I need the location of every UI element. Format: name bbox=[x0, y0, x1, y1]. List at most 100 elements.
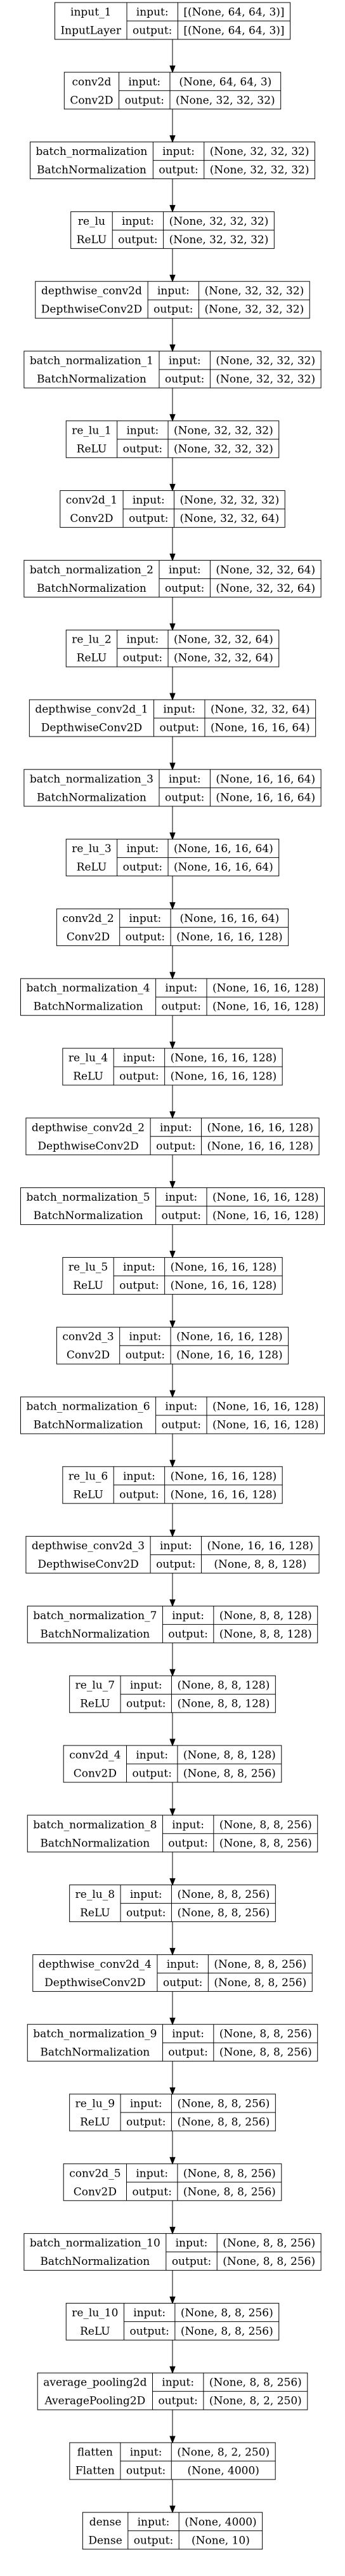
layer-node[interactable]: conv2d_4 Conv2D input: output: (None, 8, 8, … bbox=[63, 1745, 282, 1783]
output-shape: (None, 10) bbox=[192, 2534, 250, 2547]
input-label: input: bbox=[169, 355, 201, 368]
layer-name: batch_normalization_9 bbox=[33, 2028, 157, 2041]
layer-node[interactable]: conv2d_1 Conv2D input: output: (None, 32, 32… bbox=[60, 490, 285, 528]
output-label: output: bbox=[134, 2534, 173, 2547]
layer-class: Dense bbox=[88, 2534, 122, 2547]
layer-node[interactable]: re_lu_10 ReLU input: output: (None, 8, 8, 25… bbox=[65, 2302, 280, 2340]
arrow-head bbox=[169, 1530, 176, 1537]
layer-node[interactable]: re_lu_2 ReLU input: output: (None, 32, 32, 6… bbox=[65, 629, 280, 667]
edge-arrow bbox=[169, 1573, 176, 1607]
layer-node[interactable]: re_lu_8 ReLU input: output: (None, 8, 8, 256… bbox=[69, 1885, 276, 1923]
output-label: output: bbox=[133, 25, 172, 37]
layer-node[interactable]: re_lu_6 ReLU input: output: (None, 16, 16, 1… bbox=[62, 1466, 283, 1504]
output-shape: (None, 16, 16, 64) bbox=[216, 791, 315, 804]
output-label: output: bbox=[156, 1140, 195, 1152]
layer-node[interactable]: flatten Flatten input: output: (None, 8, 2, … bbox=[69, 2442, 276, 2480]
output-label: output: bbox=[168, 1628, 207, 1641]
input-shape: (None, 8, 8, 256) bbox=[219, 2028, 312, 2041]
arrow-head bbox=[169, 2436, 176, 2444]
arrow-head bbox=[169, 2506, 176, 2514]
output-label: output: bbox=[168, 1837, 207, 1850]
layer-node[interactable]: batch_normalization_3 BatchNormalization i… bbox=[23, 769, 322, 807]
layer-node[interactable]: conv2d Conv2D input: output: (None, 64, 64, … bbox=[63, 72, 282, 110]
layer-node[interactable]: re_lu_1 ReLU input: output: (None, 32, 32, 3… bbox=[65, 420, 280, 458]
input-label: input: bbox=[165, 1401, 197, 1413]
layer-name: re_lu_8 bbox=[75, 1888, 115, 1901]
input-label: input: bbox=[160, 1540, 192, 1552]
edge-arrow bbox=[169, 2131, 176, 2165]
output-shape: (None, 32, 32, 64) bbox=[174, 652, 273, 665]
layer-node[interactable]: average_pooling2d AveragePooling2D input: o… bbox=[37, 2372, 308, 2410]
arrow-head bbox=[169, 553, 176, 561]
output-label: output: bbox=[123, 861, 162, 874]
layer-node[interactable]: re_lu ReLU input: output: (None, 32, 32, 32)… bbox=[70, 211, 275, 249]
layer-class: ReLU bbox=[77, 861, 107, 874]
layer-class: BatchNormalization bbox=[37, 582, 146, 595]
output-shape: (None, 8, 8, 128) bbox=[177, 1698, 270, 1711]
arrow-head bbox=[169, 2087, 176, 2095]
layer-node[interactable]: input_1 InputLayer input: output: [(None, 64… bbox=[54, 2, 291, 40]
layer-name: re_lu_4 bbox=[68, 1052, 108, 1065]
layer-class: Conv2D bbox=[74, 1768, 117, 1780]
layer-class: Conv2D bbox=[67, 931, 110, 944]
layer-node[interactable]: batch_normalization_9 BatchNormalization i… bbox=[27, 2024, 318, 2062]
layer-class: BatchNormalization bbox=[40, 1837, 150, 1850]
output-shape: (None, 16, 16, 128) bbox=[176, 931, 283, 944]
input-shape: (None, 32, 32, 32) bbox=[216, 355, 315, 368]
layer-node[interactable]: depthwise_conv2d_1 DepthwiseConv2D input: o… bbox=[29, 699, 316, 737]
layer-node[interactable]: conv2d_3 Conv2D input: output: (None, 16, 16… bbox=[56, 1326, 289, 1365]
input-shape: (None, 32, 32, 32) bbox=[169, 215, 269, 228]
layer-node[interactable]: re_lu_7 ReLU input: output: (None, 8, 8, 128… bbox=[69, 1675, 276, 1713]
layer-node[interactable]: depthwise_conv2d_2 DepthwiseConv2D input: o… bbox=[25, 1118, 320, 1156]
layer-node[interactable]: batch_normalization_1 BatchNormalization i… bbox=[23, 350, 322, 389]
input-label: input: bbox=[176, 2237, 208, 2250]
layer-node[interactable]: conv2d_2 Conv2D input: output: (None, 16, 16… bbox=[56, 908, 289, 946]
input-shape: (None, 16, 16, 128) bbox=[212, 1401, 319, 1413]
edge-arrow bbox=[169, 2340, 176, 2374]
layer-node[interactable]: batch_normalization_10 BatchNormalization… bbox=[23, 2233, 322, 2271]
output-label: output: bbox=[126, 2116, 166, 2129]
output-label: output: bbox=[159, 164, 198, 177]
output-shape: (None, 16, 16, 128) bbox=[171, 1279, 277, 1292]
layer-node[interactable]: batch_normalization_7 BatchNormalization i… bbox=[27, 1605, 318, 1643]
layer-node[interactable]: batch_normalization_8 BatchNormalization i… bbox=[27, 1815, 318, 1853]
layer-node[interactable]: re_lu_3 ReLU input: output: (None, 16, 16, 6… bbox=[65, 839, 280, 877]
layer-node[interactable]: re_lu_9 ReLU input: output: (None, 8, 8, 256… bbox=[69, 2093, 276, 2132]
input-shape: (None, 16, 16, 64) bbox=[180, 912, 280, 925]
layer-node[interactable]: batch_normalization BatchNormalization inp… bbox=[30, 142, 315, 180]
layer-node[interactable]: depthwise_conv2d_3 DepthwiseConv2D input: o… bbox=[25, 1536, 320, 1574]
output-shape: (None, 8, 8, 256) bbox=[223, 2255, 315, 2268]
arrow-head bbox=[169, 1041, 176, 1050]
layer-node[interactable]: batch_normalization_2 BatchNormalization i… bbox=[23, 559, 322, 597]
layer-node[interactable]: dense Dense input: output: (None, 4000) (None… bbox=[82, 2512, 263, 2550]
arrow-head bbox=[169, 1599, 176, 1607]
input-label: input: bbox=[136, 1749, 168, 1762]
layer-node[interactable]: batch_normalization_4 BatchNormalization i… bbox=[20, 978, 325, 1016]
input-label: input: bbox=[167, 1958, 199, 1971]
layer-node[interactable]: batch_normalization_5 BatchNormalization i… bbox=[20, 1187, 325, 1225]
edge-arrow bbox=[169, 1643, 176, 1677]
output-label: output: bbox=[126, 931, 165, 944]
input-shape: (None, 32, 32, 32) bbox=[210, 145, 309, 158]
arrow-head bbox=[169, 414, 176, 422]
input-shape: (None, 8, 8, 128) bbox=[219, 1610, 312, 1622]
layer-node[interactable]: batch_normalization_6 BatchNormalization i… bbox=[20, 1396, 325, 1434]
output-shape: (None, 8, 8, 256) bbox=[177, 2116, 270, 2129]
input-label: input: bbox=[123, 1470, 155, 1483]
layer-class: ReLU bbox=[77, 652, 107, 665]
layer-name: depthwise_conv2d bbox=[41, 285, 142, 298]
layer-class: ReLU bbox=[77, 443, 107, 455]
layer-node[interactable]: depthwise_conv2d DepthwiseConv2D input: out… bbox=[35, 281, 310, 319]
input-label: input: bbox=[128, 76, 160, 88]
layer-class: BatchNormalization bbox=[34, 1001, 143, 1013]
input-label: input: bbox=[126, 843, 159, 855]
input-label: input: bbox=[172, 1819, 204, 1831]
arrow-head bbox=[169, 2227, 176, 2234]
layer-node[interactable]: re_lu_5 ReLU input: output: (None, 16, 16, 1… bbox=[62, 1257, 283, 1295]
layer-node[interactable]: re_lu_4 ReLU input: output: (None, 16, 16, 1… bbox=[62, 1048, 283, 1086]
input-shape: (None, 8, 8, 128) bbox=[177, 1679, 270, 1692]
arrow-head bbox=[169, 344, 176, 352]
layer-node[interactable]: conv2d_5 Conv2D input: output: (None, 8, 8, … bbox=[63, 2163, 282, 2201]
layer-node[interactable]: depthwise_conv2d_4 DepthwiseConv2D input: o… bbox=[32, 1954, 313, 1992]
layer-class: Conv2D bbox=[70, 94, 113, 107]
